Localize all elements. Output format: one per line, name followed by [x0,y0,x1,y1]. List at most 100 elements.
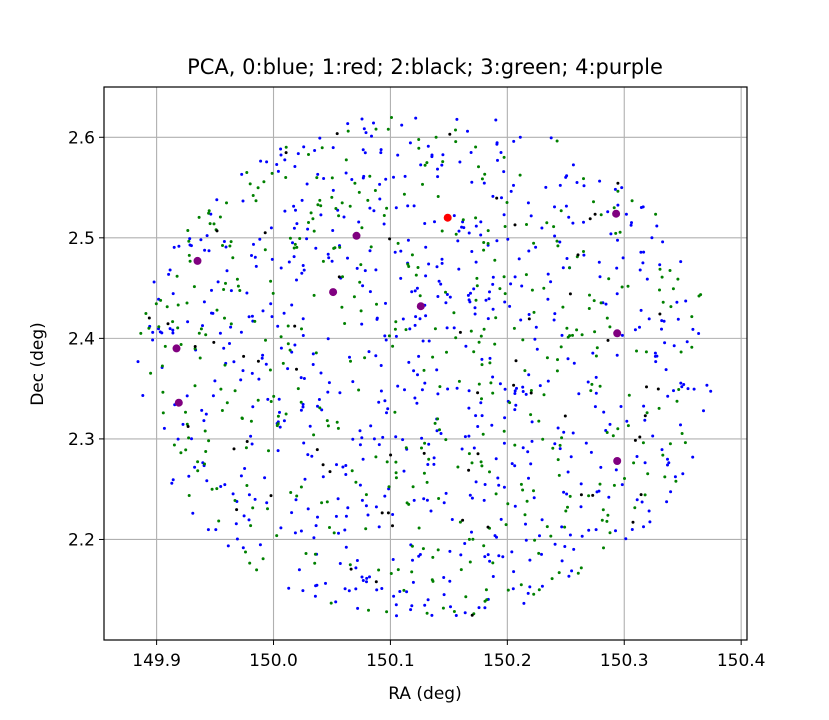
data-point [504,523,508,527]
data-point [660,327,663,331]
data-point [159,298,163,302]
data-point [225,401,229,405]
data-point [483,606,487,610]
data-point [564,204,568,208]
data-point [529,462,533,466]
data-point [420,436,424,440]
data-point [650,236,654,240]
data-point [313,594,317,598]
data-point [249,434,253,438]
data-point [587,494,591,498]
data-point [571,163,575,167]
data-point [302,268,306,272]
data-point [411,580,415,584]
data-point [491,307,495,311]
data-point [393,327,397,331]
data-point [676,317,680,321]
data-point [631,520,635,524]
data-point [379,148,383,152]
data-point [278,410,281,414]
data-point [616,189,620,193]
data-point [275,424,279,428]
data-point [568,266,571,270]
data-point [276,414,280,418]
data-point [306,227,310,231]
x-tick-label: 150.3 [600,651,649,671]
data-point [553,312,557,316]
data-point [609,232,613,236]
data-point [542,393,546,397]
data-point [289,491,293,494]
data-point [229,325,233,329]
data-point [225,201,228,205]
data-point [671,287,675,291]
data-point [691,455,695,459]
x-axis-label: RA (deg) [388,684,461,704]
data-point [639,308,643,312]
data-point [233,499,237,502]
data-point [660,275,664,279]
data-point [331,229,335,232]
data-point [546,297,550,301]
x-tick-label: 150.2 [483,651,532,671]
data-point [218,331,222,335]
data-point [377,568,381,572]
data-point [489,381,493,385]
data-point [476,425,480,428]
data-point [346,256,349,260]
data-point [561,305,565,309]
data-point [250,314,254,318]
data-point [384,338,388,342]
data-point [257,377,261,381]
data-point [269,226,273,230]
data-point [292,226,296,230]
data-point [158,330,162,334]
data-point [452,326,456,330]
data-point [488,290,491,294]
data-point [331,188,335,192]
data-point [558,443,562,447]
data-point [474,260,478,264]
data-point [647,317,651,321]
data-point [318,406,322,410]
data-point [139,331,143,335]
data-point [363,356,367,360]
data-point [313,561,317,565]
data-point [526,201,530,205]
data-point [620,483,624,487]
data-point [502,155,506,159]
data-point [408,141,412,145]
data-point [147,326,151,330]
data-point [615,292,619,296]
data-point [186,229,190,232]
data-point [355,559,359,562]
data-point [482,498,486,502]
data-point [231,492,235,496]
data-point [275,163,279,166]
data-point [410,253,414,257]
ticks: 149.9 150.0 150.1 150.2 150.3 150.4 2.2 2.3 2.4 2… [68,128,766,671]
data-point [651,434,655,438]
data-point [481,432,485,436]
data-point [677,388,681,391]
data-point [646,472,650,476]
data-point [374,268,378,272]
data-point [588,293,591,297]
data-point [458,330,462,334]
data-point [512,183,515,187]
data-point [204,333,208,337]
data-point [427,457,431,461]
data-point [348,204,352,208]
data-point [661,453,665,457]
data-point [474,216,478,220]
data-point [296,152,300,156]
data-point [620,186,624,190]
data-point [266,397,270,401]
data-point [691,327,695,331]
data-point [549,534,553,538]
data-point [310,454,314,458]
data-point [196,469,200,473]
data-point [589,389,593,393]
data-point [630,199,634,203]
data-point [327,256,331,260]
